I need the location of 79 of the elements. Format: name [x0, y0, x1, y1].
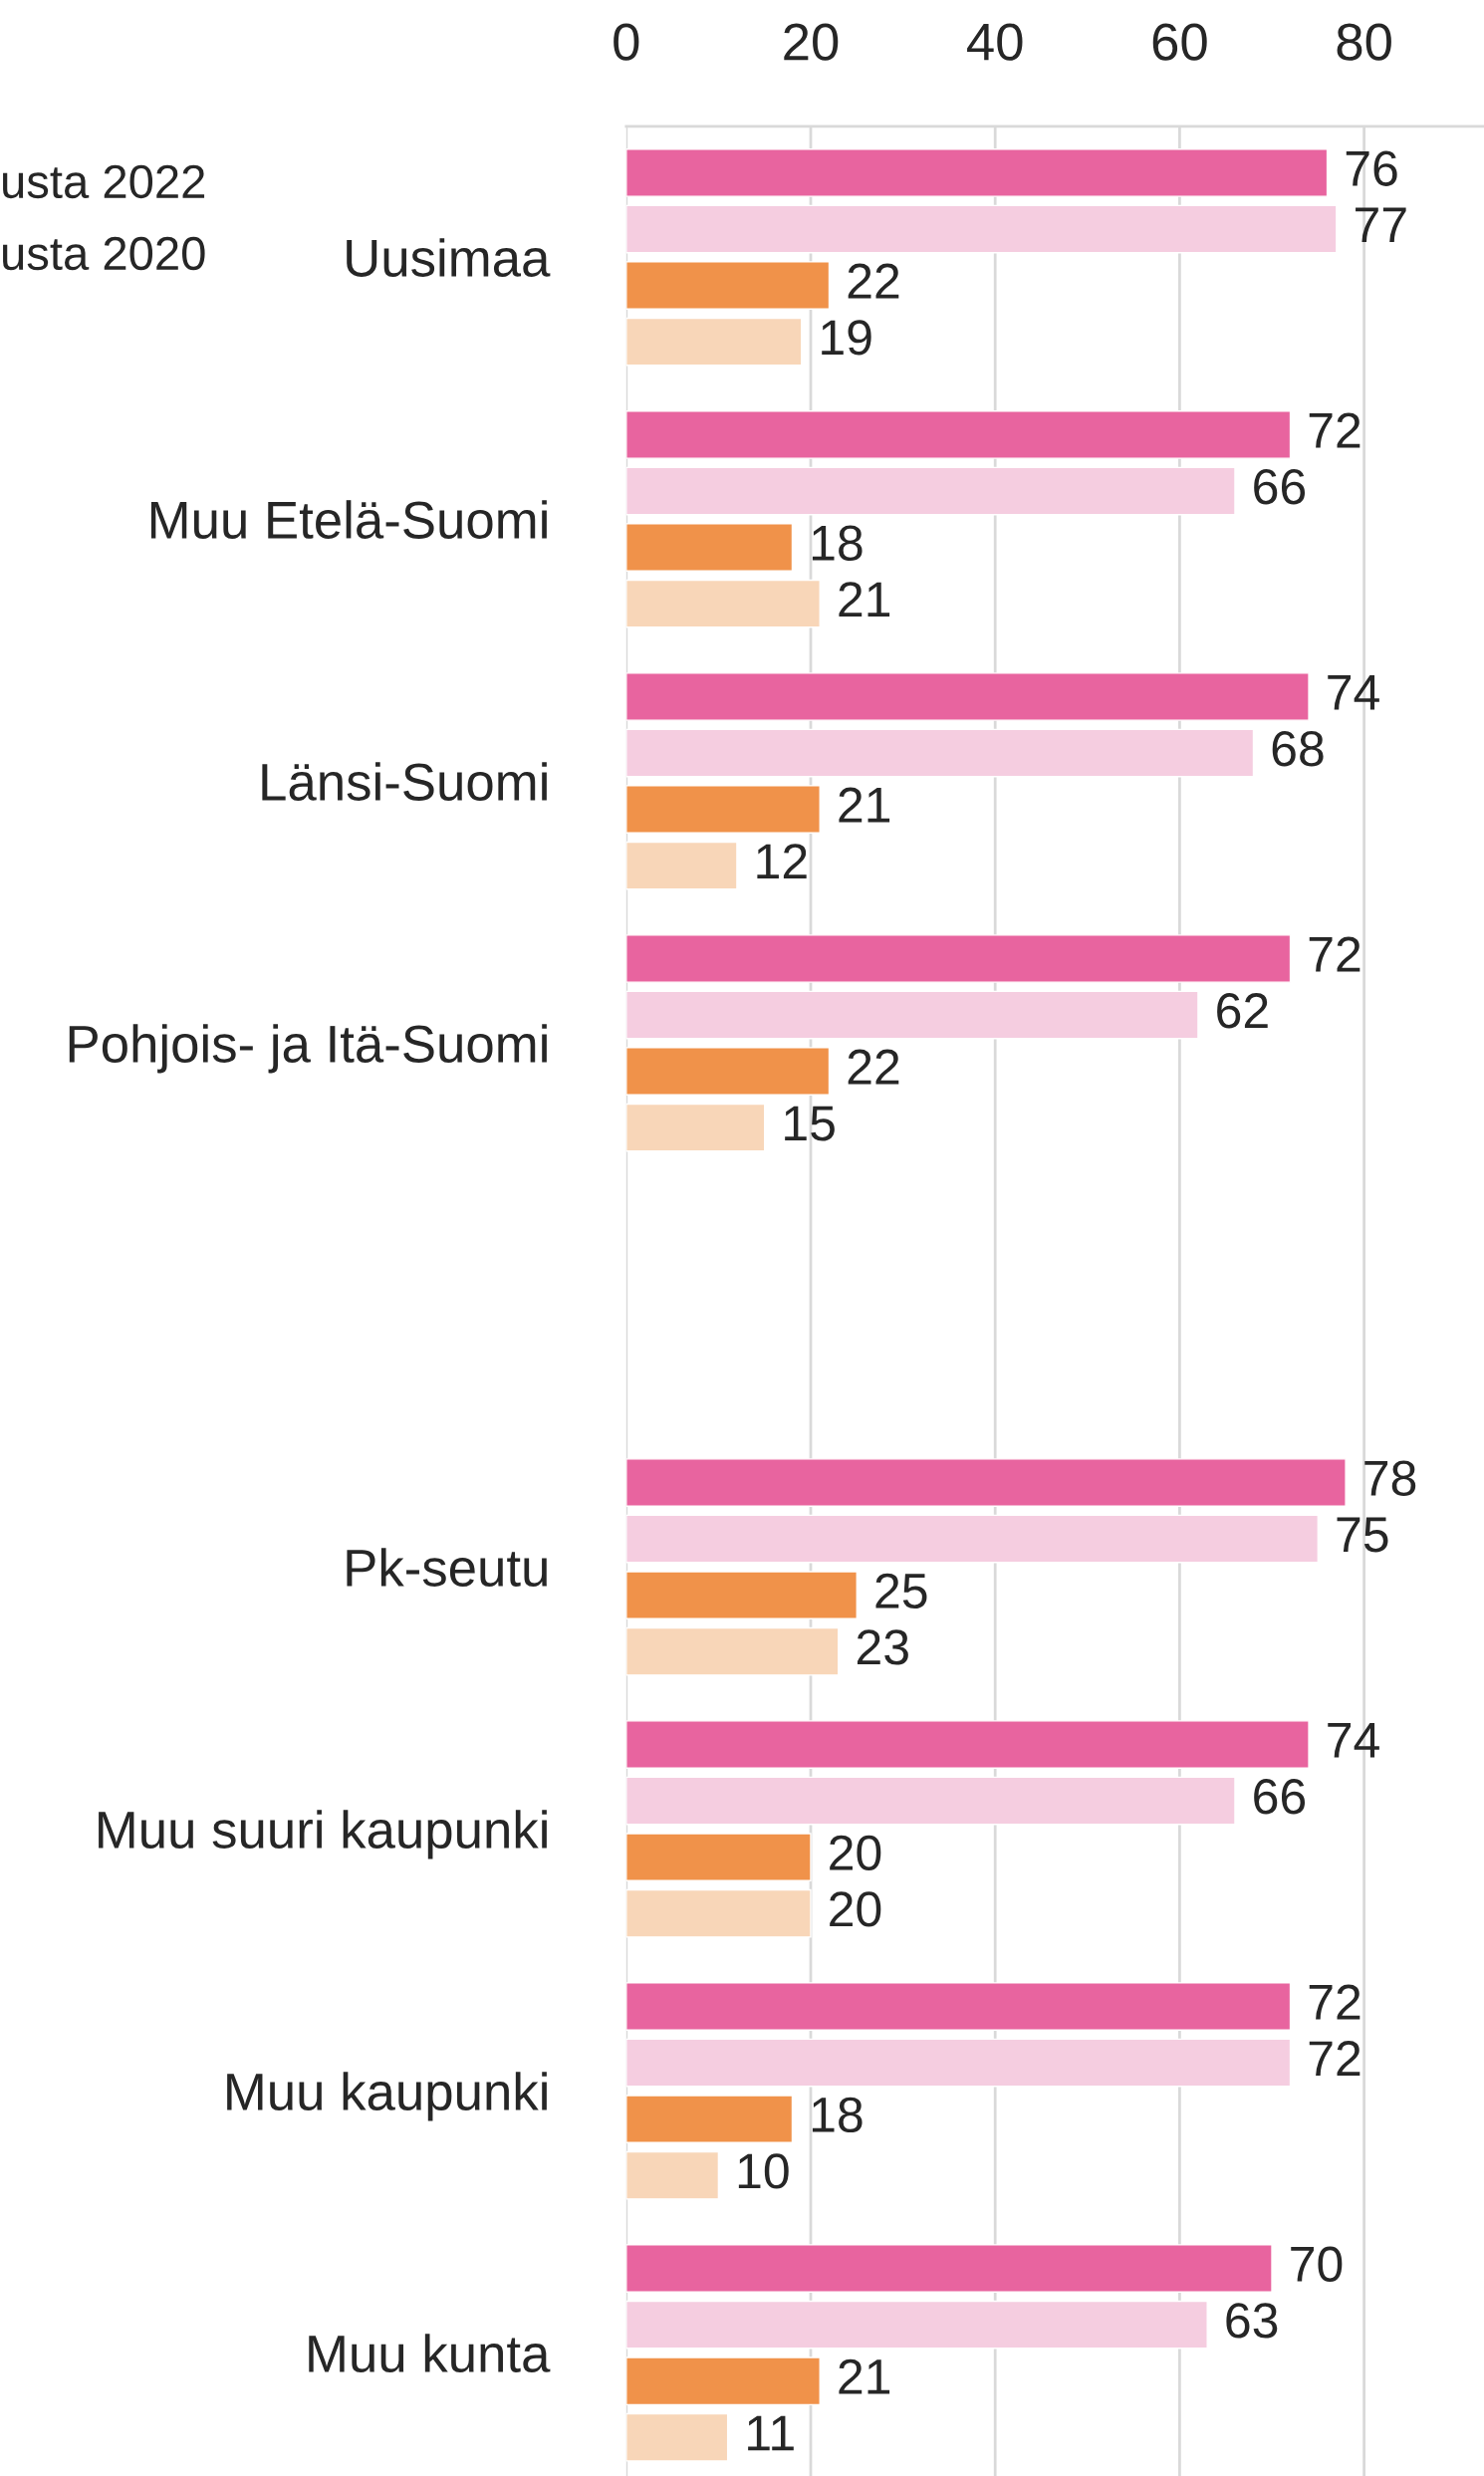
data-label: 72	[1309, 936, 1360, 972]
y-tick-label: Pohjois- ja Itä-Suomi	[69, 1024, 547, 1074]
bar	[625, 1458, 1347, 1507]
bar	[625, 1626, 840, 1676]
data-label: 22	[848, 1049, 899, 1085]
y-tick-label: Muu kaupunki	[227, 2072, 547, 2121]
data-label: 21	[839, 787, 890, 823]
bar	[625, 579, 821, 628]
bar	[625, 1103, 766, 1152]
data-label: 11	[748, 2415, 794, 2451]
bar	[625, 1571, 858, 1619]
data-label: 62	[1217, 993, 1268, 1029]
data-label: 70	[1291, 2246, 1343, 2282]
data-label: 77	[1356, 207, 1406, 242]
data-label: 74	[1328, 1723, 1379, 1758]
bar	[625, 148, 1329, 197]
bar	[625, 317, 803, 367]
bar	[625, 2095, 794, 2144]
x-tick-label: 40	[967, 23, 1023, 61]
data-label: 68	[1272, 731, 1324, 767]
y-tick-label: Uusimaa	[347, 238, 551, 277]
data-label: 10	[738, 2153, 789, 2189]
data-label: 21	[839, 582, 890, 618]
bar	[625, 1047, 831, 1096]
bar	[625, 2038, 1292, 2088]
x-tick-label: 0	[614, 23, 639, 61]
bar	[625, 466, 1236, 516]
data-label: 12	[757, 844, 807, 879]
y-tick-label: Muu kunta	[309, 2334, 551, 2373]
bar	[625, 841, 738, 890]
data-label: 72	[1309, 1984, 1360, 2020]
bar	[625, 728, 1255, 778]
data-label: 72	[1309, 412, 1360, 448]
data-label: 74	[1328, 675, 1379, 710]
y-tick-label: Pk-seutu	[347, 1548, 547, 1587]
y-tick-label: Muu Etelä-Suomi	[150, 500, 547, 539]
bar	[625, 934, 1292, 983]
bar	[625, 1776, 1236, 1826]
data-label: 72	[1309, 2041, 1360, 2077]
data-label: 15	[785, 1106, 835, 1141]
data-label: 25	[875, 1573, 927, 1609]
data-label: 18	[812, 2097, 863, 2133]
bar	[625, 1982, 1292, 2031]
bar	[625, 2244, 1273, 2293]
bar	[625, 990, 1199, 1040]
bar	[625, 1833, 812, 1882]
bar	[625, 2412, 729, 2462]
data-label: 19	[822, 320, 871, 356]
text: usta 2022	[3, 164, 205, 199]
bar	[625, 2150, 720, 2200]
data-label: 18	[812, 525, 863, 561]
y-tick-label: Länsi-Suomi	[262, 762, 547, 801]
data-label: 66	[1254, 469, 1306, 505]
bar	[625, 410, 1292, 459]
data-label: 76	[1346, 150, 1397, 186]
text: usta 2020	[3, 236, 205, 271]
data-label: 66	[1254, 1779, 1306, 1815]
bar	[625, 672, 1310, 721]
data-label: 20	[830, 1835, 881, 1871]
x-tick-label: 60	[1152, 23, 1207, 61]
bar	[625, 1514, 1320, 1564]
x-tick-label: 80	[1337, 23, 1391, 61]
data-label: 75	[1337, 1517, 1388, 1553]
data-label: 23	[857, 1629, 908, 1665]
bar	[625, 204, 1338, 254]
data-label: 20	[830, 1891, 881, 1927]
data-label: 22	[848, 263, 899, 299]
bar	[625, 2300, 1208, 2350]
data-label: 21	[839, 2358, 890, 2394]
bar	[625, 785, 821, 834]
data-label: 78	[1364, 1460, 1416, 1496]
bar	[625, 1888, 812, 1938]
bar	[625, 2356, 821, 2406]
bar	[625, 523, 794, 572]
y-tick-label: Muu suuri kaupunki	[99, 1810, 547, 1859]
data-label: 63	[1226, 2303, 1278, 2339]
x-tick-label: 20	[784, 23, 839, 61]
bar	[625, 261, 831, 310]
bar	[625, 1720, 1310, 1769]
